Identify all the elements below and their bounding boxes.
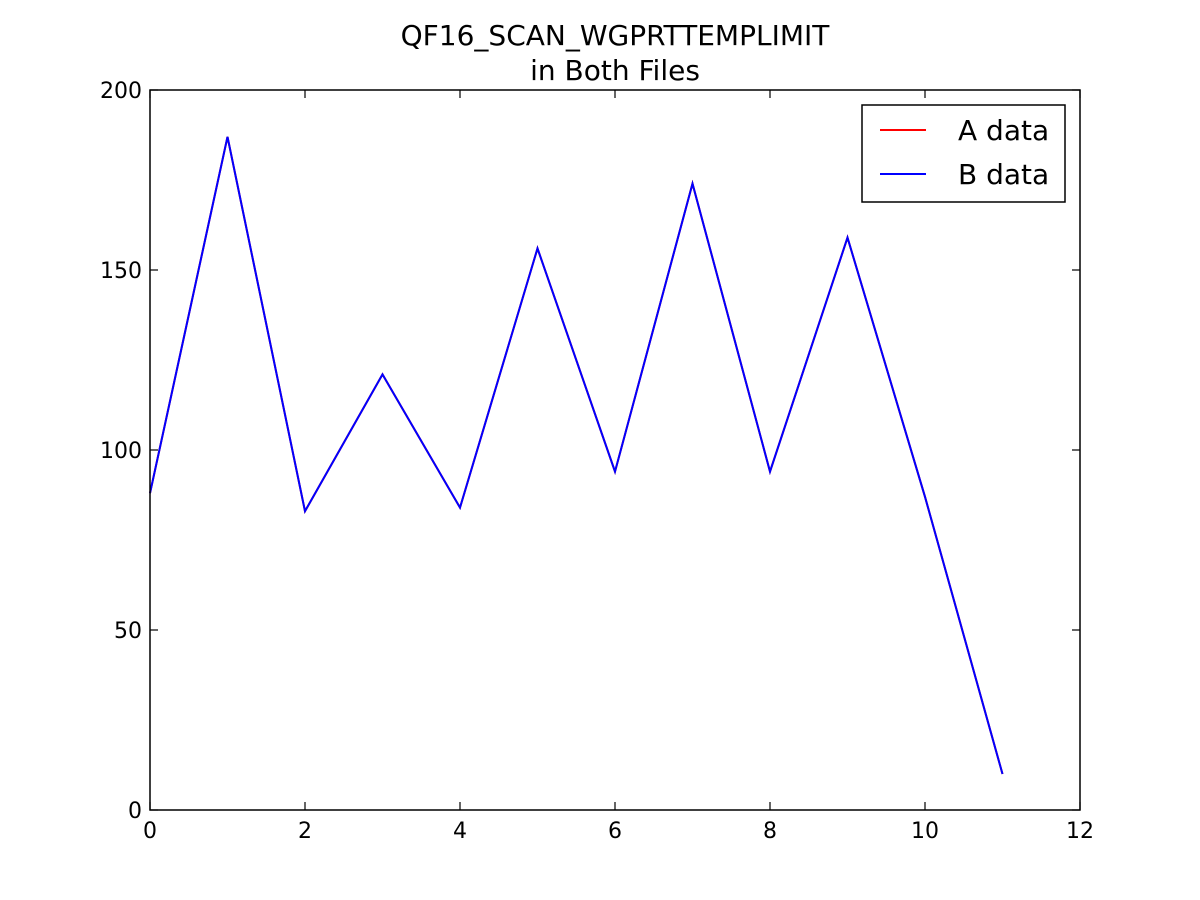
chart-subtitle: in Both Files xyxy=(530,54,700,87)
chart-title: QF16_SCAN_WGPRTTEMPLIMIT xyxy=(401,19,831,52)
x-tick-label: 10 xyxy=(911,819,939,844)
x-tick-label: 6 xyxy=(608,819,622,844)
y-tick-label: 50 xyxy=(114,619,142,644)
legend-box xyxy=(861,104,1066,203)
ticks-layer: 0 2 4 6 8 10 12 0 50 100 150 200 xyxy=(100,79,1094,844)
plot-frame xyxy=(149,89,1081,811)
y-tick-label: 100 xyxy=(100,439,142,464)
x-tick-label: 8 xyxy=(763,819,777,844)
x-tick-label: 12 xyxy=(1066,819,1094,844)
x-tick-label: 4 xyxy=(453,819,467,844)
series-line-b xyxy=(149,136,1004,775)
series-line-a xyxy=(149,136,1004,775)
y-tick-label: 150 xyxy=(100,259,142,284)
x-tick-label: 0 xyxy=(143,819,157,844)
legend: A data B data xyxy=(861,104,1066,203)
y-tick-label: 200 xyxy=(100,79,142,104)
x-tick-label: 2 xyxy=(298,819,312,844)
legend-label-b: B data xyxy=(958,158,1049,191)
legend-label-a: A data xyxy=(958,114,1049,147)
series-layer xyxy=(149,136,1004,775)
y-tick-label: 0 xyxy=(128,799,142,824)
